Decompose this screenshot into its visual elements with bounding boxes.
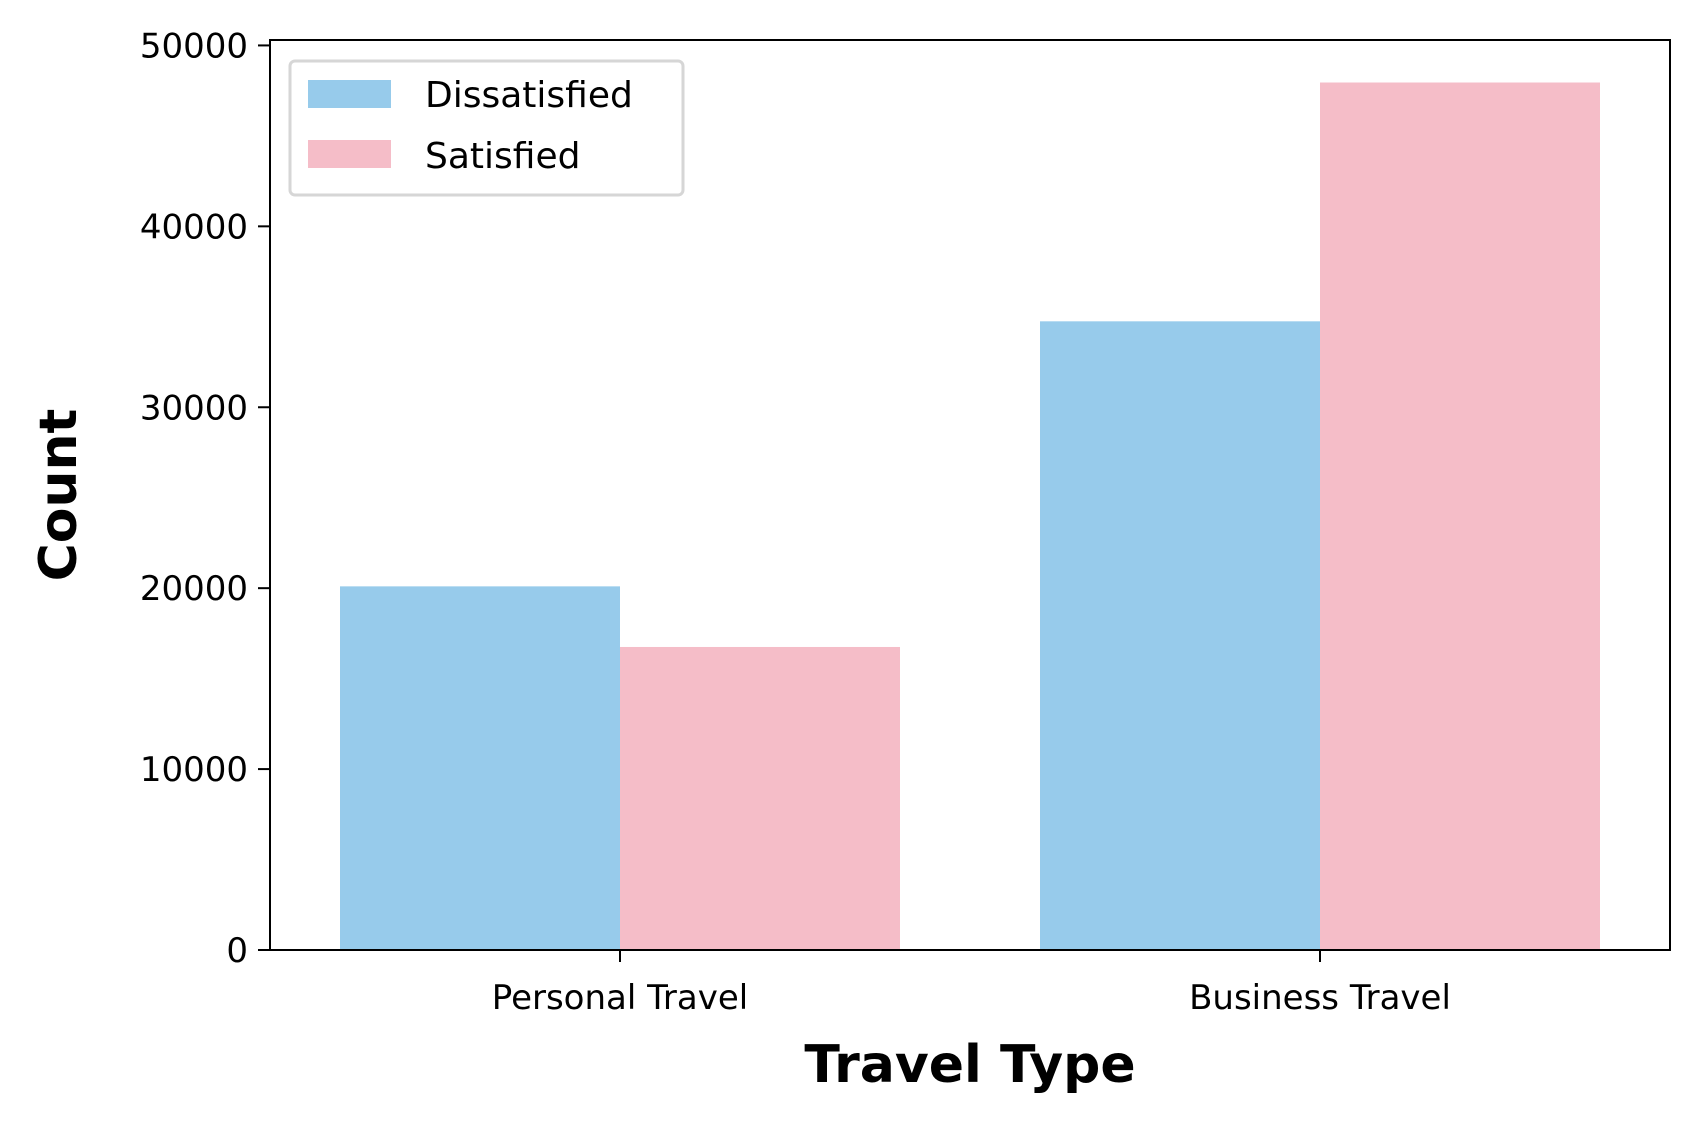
- y-tick-label: 40000: [140, 207, 248, 247]
- plot-frame: [269, 39, 1671, 951]
- bar-dissatisfied-business-travel: [1040, 321, 1320, 950]
- x-tick-label: Business Travel: [1189, 978, 1451, 1018]
- y-tick-label: 50000: [140, 26, 248, 66]
- bar-satisfied-personal-travel: [620, 646, 900, 950]
- y-tick-label: 0: [226, 931, 248, 971]
- bar-satisfied-business-travel: [1320, 82, 1600, 951]
- legend: Dissatisfied Satisfied: [288, 59, 685, 197]
- legend-swatch-satisfied: [308, 140, 391, 168]
- y-axis-ticks: 0 10000 20000 30000 40000 50000: [140, 26, 270, 971]
- y-axis-title: Count: [29, 409, 89, 582]
- x-axis-title: Travel Type: [804, 1035, 1135, 1095]
- legend-label-satisfied: Satisfied: [425, 136, 580, 177]
- bar-dissatisfied-personal-travel: [340, 586, 620, 950]
- y-tick-label: 30000: [140, 388, 248, 428]
- x-axis-ticks: Personal Travel Business Travel: [492, 950, 1451, 1018]
- bars-layer: [340, 82, 1600, 951]
- y-tick-label: 10000: [140, 750, 248, 790]
- y-tick-label: 20000: [140, 569, 248, 609]
- legend-label-dissatisfied: Dissatisfied: [425, 75, 633, 116]
- x-tick-label: Personal Travel: [492, 978, 748, 1018]
- legend-swatch-dissatisfied: [308, 80, 391, 108]
